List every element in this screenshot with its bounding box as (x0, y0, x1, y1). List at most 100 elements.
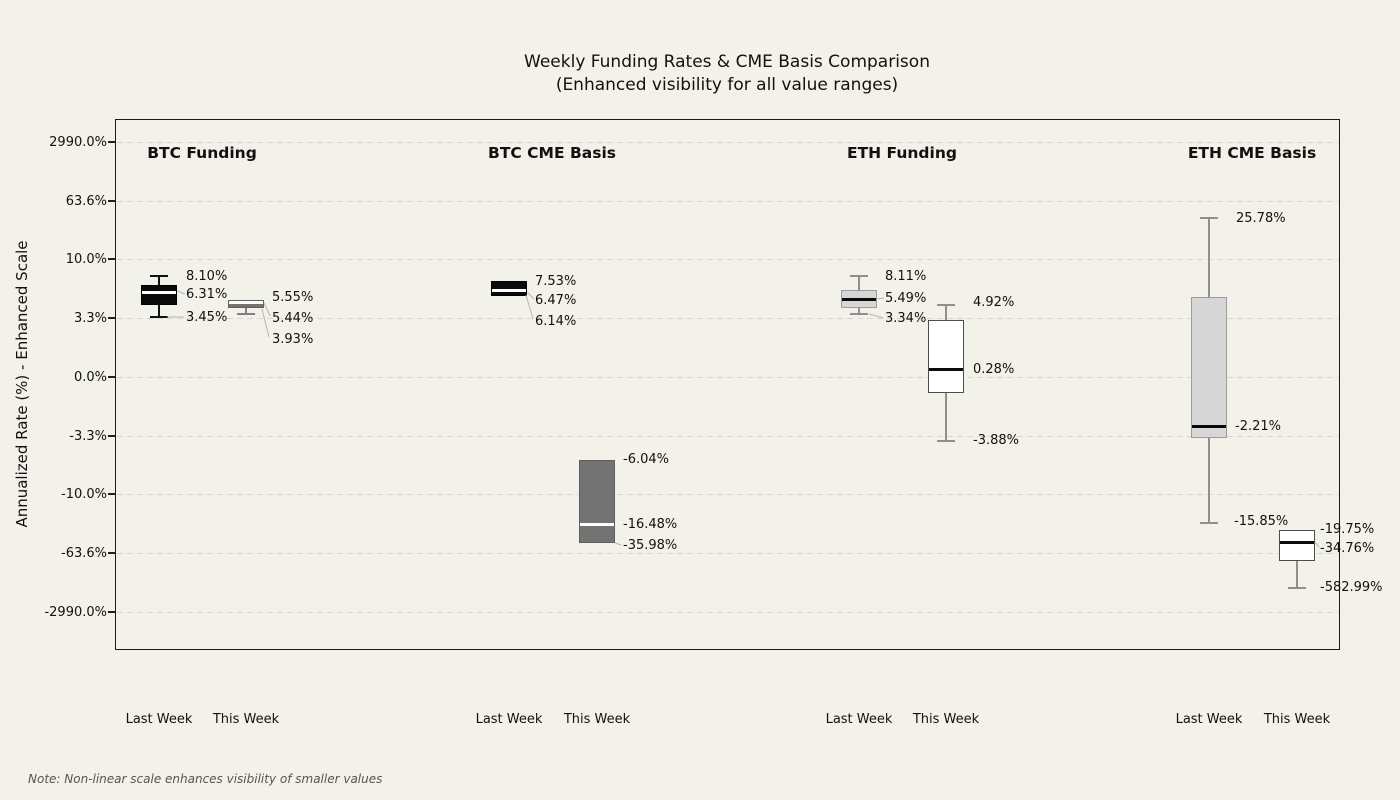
value-label-low: -3.88% (973, 432, 1019, 448)
value-label-low: -15.85% (1234, 513, 1289, 529)
x-tick-label: Last Week (1175, 712, 1243, 727)
median-line (580, 522, 614, 526)
whisker-line (945, 393, 947, 441)
value-label-median: 5.44% (272, 310, 314, 326)
y-tick-mark (108, 317, 115, 319)
whisker-cap (1288, 587, 1306, 589)
y-tick-label: 0.0% (73, 370, 107, 385)
group-title: ETH Funding (847, 144, 957, 162)
value-label-median: -34.76% (1320, 540, 1375, 556)
gridline (117, 553, 1339, 555)
value-label-median: 6.31% (186, 286, 228, 302)
whisker-line (1208, 218, 1210, 297)
median-line (929, 367, 963, 371)
whisker-cap (150, 275, 168, 277)
gridline (117, 259, 1339, 261)
box-this-week (928, 320, 964, 393)
value-label-low: 3.93% (272, 331, 314, 347)
y-tick-label: 3.3% (73, 311, 107, 326)
whisker-line (158, 276, 160, 285)
y-tick-mark (108, 493, 115, 495)
whisker-line (858, 276, 860, 290)
whisker-line (245, 308, 247, 314)
whisker-cap (1200, 522, 1218, 524)
value-label-median: 0.28% (973, 361, 1015, 377)
x-tick-label: Last Week (475, 712, 543, 727)
whisker-cap (937, 304, 955, 306)
whisker-line (858, 308, 860, 314)
y-tick-mark (108, 258, 115, 260)
y-tick-mark (108, 200, 115, 202)
value-label-median: -2.21% (1235, 418, 1281, 434)
y-tick-label: 10.0% (65, 252, 107, 267)
x-tick-label: This Week (563, 712, 631, 727)
value-label-low: -582.99% (1320, 579, 1383, 595)
value-label-high: 4.92% (973, 294, 1015, 310)
gridline (117, 612, 1339, 614)
whisker-cap (1200, 217, 1218, 219)
box-this-week (1279, 530, 1315, 561)
value-label-median: 6.47% (535, 292, 577, 308)
group-title: ETH CME Basis (1187, 144, 1317, 162)
median-line (1192, 424, 1226, 428)
footnote: Note: Non-linear scale enhances visibili… (28, 772, 383, 786)
value-label-top: 7.53% (535, 273, 577, 289)
value-label-low: 3.45% (186, 309, 228, 325)
whisker-cap (937, 440, 955, 442)
x-tick-label: Last Week (825, 712, 893, 727)
box-last-week (141, 285, 177, 305)
whisker-line (945, 305, 947, 320)
y-tick-label: 63.6% (65, 194, 107, 209)
value-label-median: 5.49% (885, 290, 927, 306)
x-tick-label: This Week (1263, 712, 1331, 727)
value-label-top: 5.55% (272, 289, 314, 305)
value-label-bottom: -35.98% (623, 537, 678, 553)
x-tick-label: Last Week (125, 712, 193, 727)
median-line (492, 288, 526, 292)
y-tick-mark (108, 552, 115, 554)
gridline (117, 377, 1339, 379)
whisker-cap (237, 313, 255, 315)
gridline (117, 318, 1339, 320)
value-label-high: 25.78% (1236, 210, 1286, 226)
gridline (117, 494, 1339, 496)
value-label-high: 8.11% (885, 268, 927, 284)
gridline (117, 436, 1339, 438)
y-tick-label: -63.6% (61, 546, 107, 561)
value-label-low: 3.34% (885, 310, 927, 326)
y-tick-mark (108, 141, 115, 143)
median-line (1280, 540, 1314, 544)
y-tick-mark (108, 611, 115, 613)
whisker-line (158, 305, 160, 317)
box-this-week (579, 460, 615, 543)
plot-area (115, 119, 1340, 650)
group-title: BTC Funding (147, 144, 257, 162)
value-label-median: -16.48% (623, 516, 678, 532)
value-label-top: -19.75% (1320, 521, 1375, 537)
box-last-week (1191, 297, 1227, 438)
chart-title: Weekly Funding Rates & CME Basis Compari… (524, 52, 930, 72)
whisker-line (1208, 438, 1210, 523)
group-title: BTC CME Basis (488, 144, 616, 162)
x-tick-label: This Week (912, 712, 980, 727)
y-tick-label: 2990.0% (49, 135, 107, 150)
y-tick-mark (108, 435, 115, 437)
y-tick-label: -3.3% (69, 429, 107, 444)
chart-subtitle: (Enhanced visibility for all value range… (555, 75, 899, 95)
y-tick-label: -2990.0% (44, 605, 107, 620)
gridline (117, 201, 1339, 203)
whisker-line (1296, 561, 1298, 588)
median-line (229, 300, 263, 304)
median-line (842, 297, 876, 301)
value-label-high: 8.10% (186, 268, 228, 284)
x-tick-label: This Week (212, 712, 280, 727)
whisker-cap (850, 275, 868, 277)
median-line (142, 290, 176, 294)
y-tick-label: -10.0% (61, 487, 107, 502)
gridline (117, 142, 1339, 144)
value-label-top: -6.04% (623, 451, 669, 467)
y-tick-mark (108, 376, 115, 378)
whisker-cap (850, 313, 868, 315)
value-label-bottom: 6.14% (535, 313, 577, 329)
